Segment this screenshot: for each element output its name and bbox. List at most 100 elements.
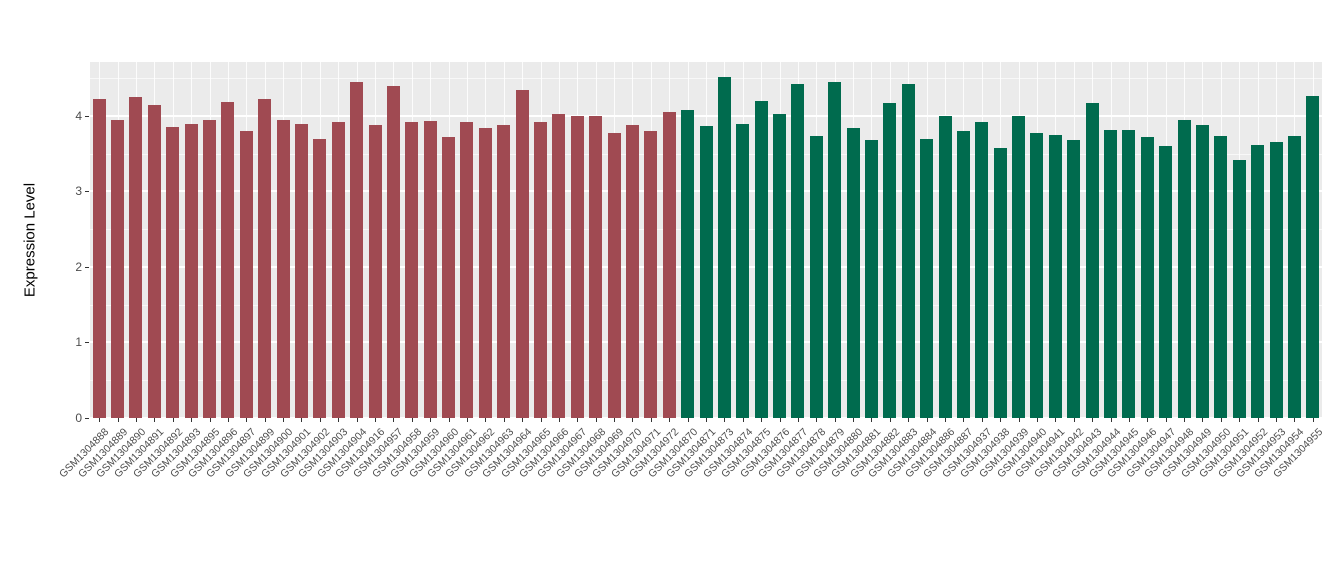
- bar-GSM1304887: [957, 131, 970, 418]
- x-tick-mark: [927, 418, 928, 422]
- x-tick-mark: [890, 418, 891, 422]
- bar-GSM1304877: [791, 84, 804, 418]
- bar-GSM1304950: [1214, 136, 1227, 418]
- bar-GSM1304970: [626, 125, 639, 418]
- bar-GSM1304876: [773, 114, 786, 418]
- x-tick-mark: [1129, 418, 1130, 422]
- x-tick-mark: [1037, 418, 1038, 422]
- x-tick-mark: [1202, 418, 1203, 422]
- bar-GSM1304963: [497, 125, 510, 418]
- x-tick-mark: [1019, 418, 1020, 422]
- bar-GSM1304968: [589, 116, 602, 418]
- plot-panel: [90, 62, 1322, 419]
- x-tick-mark: [283, 418, 284, 422]
- x-tick-mark: [743, 418, 744, 422]
- x-tick-mark: [191, 418, 192, 422]
- x-tick-mark: [449, 418, 450, 422]
- x-tick-mark: [688, 418, 689, 422]
- bar-GSM1304938: [994, 148, 1007, 418]
- bar-GSM1304870: [681, 110, 694, 418]
- x-tick-mark: [835, 418, 836, 422]
- bar-GSM1304962: [479, 128, 492, 418]
- bar-GSM1304949: [1196, 125, 1209, 418]
- bar-GSM1304971: [644, 131, 657, 418]
- bar-GSM1304903: [332, 122, 345, 418]
- bar-GSM1304944: [1104, 130, 1117, 418]
- x-tick-mark: [798, 418, 799, 422]
- x-tick-mark: [1239, 418, 1240, 422]
- x-tick-mark: [761, 418, 762, 422]
- x-tick-mark: [982, 418, 983, 422]
- x-tick-mark: [816, 418, 817, 422]
- bar-GSM1304896: [221, 102, 234, 418]
- bar-GSM1304900: [277, 120, 290, 418]
- y-tick-mark: [85, 267, 89, 268]
- bar-GSM1304945: [1122, 130, 1135, 418]
- y-tick-label: 2: [75, 260, 82, 274]
- bar-GSM1304902: [313, 139, 326, 418]
- x-tick-mark: [706, 418, 707, 422]
- x-tick-mark: [541, 418, 542, 422]
- bar-GSM1304889: [111, 120, 124, 418]
- x-tick-mark: [945, 418, 946, 422]
- bar-GSM1304961: [460, 122, 473, 418]
- x-tick-mark: [596, 418, 597, 422]
- x-tick-mark: [908, 418, 909, 422]
- gridline-minor: [90, 78, 1322, 79]
- x-tick-mark: [724, 418, 725, 422]
- y-tick-label: 1: [75, 335, 82, 349]
- x-tick-mark: [1147, 418, 1148, 422]
- bar-GSM1304880: [847, 128, 860, 418]
- x-tick-mark: [338, 418, 339, 422]
- bar-GSM1304893: [185, 124, 198, 418]
- x-tick-mark: [853, 418, 854, 422]
- x-tick-mark: [1166, 418, 1167, 422]
- x-tick-mark: [99, 418, 100, 422]
- bar-GSM1304967: [571, 116, 584, 418]
- x-tick-mark: [1294, 418, 1295, 422]
- bar-GSM1304873: [718, 77, 731, 418]
- x-tick-mark: [228, 418, 229, 422]
- bar-GSM1304897: [240, 131, 253, 418]
- x-tick-mark: [871, 418, 872, 422]
- x-tick-mark: [1092, 418, 1093, 422]
- y-tick-label: 4: [75, 109, 82, 123]
- x-tick-mark: [963, 418, 964, 422]
- bar-GSM1304969: [608, 133, 621, 418]
- bar-GSM1304959: [424, 121, 437, 418]
- bar-GSM1304884: [920, 139, 933, 418]
- bar-GSM1304892: [166, 127, 179, 418]
- x-tick-mark: [375, 418, 376, 422]
- gridline-major: [90, 115, 1322, 117]
- bar-GSM1304965: [534, 122, 547, 418]
- bar-GSM1304916: [369, 125, 382, 418]
- y-tick-mark: [85, 418, 89, 419]
- bar-GSM1304937: [975, 122, 988, 418]
- x-tick-mark: [320, 418, 321, 422]
- bar-GSM1304953: [1270, 142, 1283, 418]
- bar-GSM1304904: [350, 82, 363, 418]
- x-tick-mark: [559, 418, 560, 422]
- x-tick-mark: [154, 418, 155, 422]
- bar-GSM1304881: [865, 140, 878, 418]
- x-tick-mark: [1000, 418, 1001, 422]
- x-tick-mark: [1313, 418, 1314, 422]
- x-tick-mark: [173, 418, 174, 422]
- bar-GSM1304966: [552, 114, 565, 418]
- x-tick-mark: [614, 418, 615, 422]
- bar-GSM1304888: [93, 99, 106, 418]
- x-tick-mark: [577, 418, 578, 422]
- bar-GSM1304948: [1178, 120, 1191, 418]
- x-tick-mark: [1111, 418, 1112, 422]
- bar-GSM1304895: [203, 120, 216, 418]
- x-tick-mark: [467, 418, 468, 422]
- x-tick-mark: [1074, 418, 1075, 422]
- bar-GSM1304960: [442, 137, 455, 418]
- bar-GSM1304939: [1012, 116, 1025, 418]
- bar-GSM1304878: [810, 136, 823, 418]
- x-tick-mark: [1184, 418, 1185, 422]
- bar-GSM1304899: [258, 99, 271, 418]
- x-tick-mark: [357, 418, 358, 422]
- x-tick-mark: [246, 418, 247, 422]
